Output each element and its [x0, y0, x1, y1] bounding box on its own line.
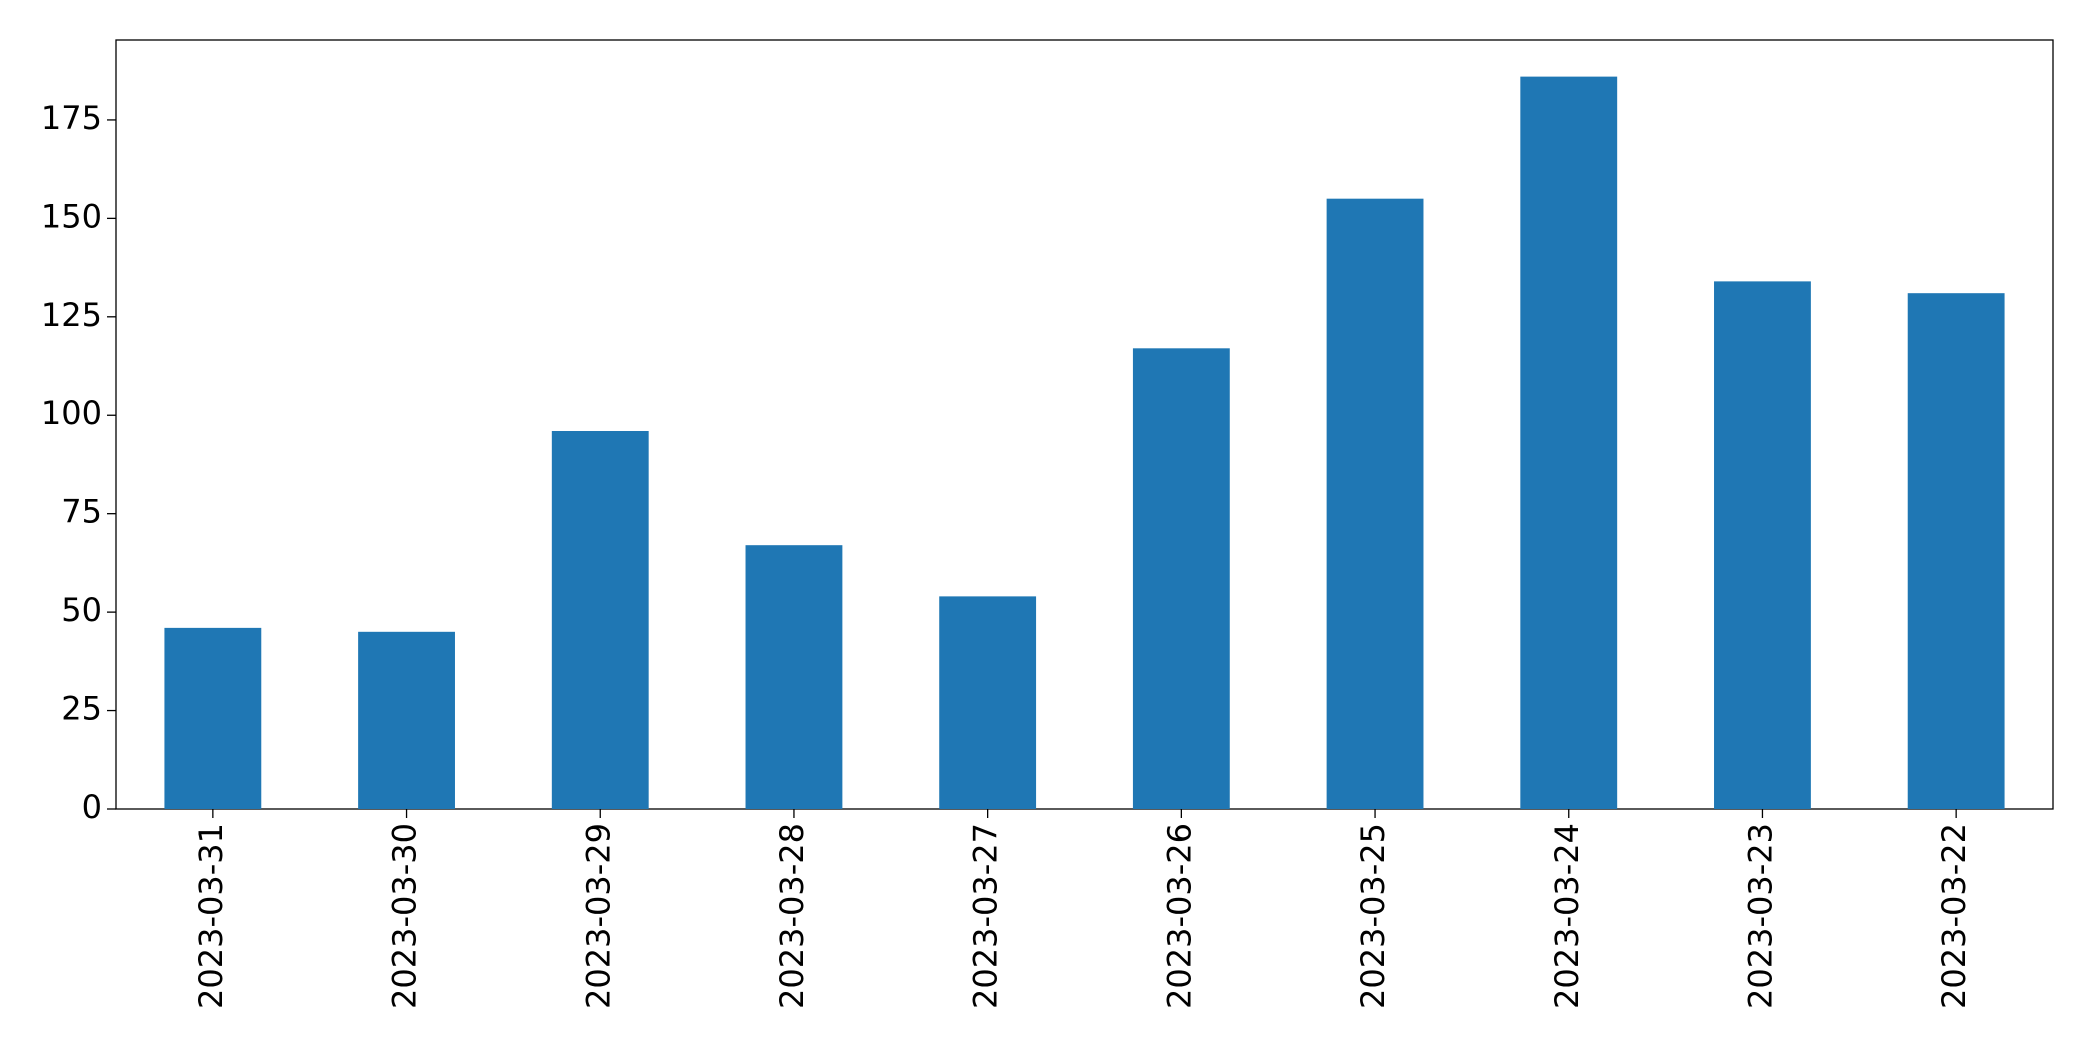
y-tick-label: 0 [82, 788, 102, 826]
plot-frame [115, 39, 2054, 810]
y-tick-label: 25 [61, 690, 102, 728]
y-tick-label: 100 [41, 394, 102, 432]
x-tick-label: 2023-03-30 [386, 823, 424, 1009]
x-tick-label: 2023-03-26 [1160, 823, 1198, 1009]
bar [551, 430, 649, 809]
bar [1907, 293, 2005, 809]
y-tick-label: 50 [61, 591, 102, 629]
bar [745, 545, 843, 809]
bar [164, 627, 262, 809]
bar [358, 631, 455, 809]
x-tick-label: 2023-03-23 [1741, 823, 1779, 1009]
x-tick-label: 2023-03-28 [773, 823, 811, 1009]
y-tick-label: 150 [41, 197, 102, 235]
bar [1132, 348, 1230, 809]
x-tick-label: 2023-03-24 [1548, 823, 1586, 1009]
bar [939, 596, 1037, 809]
bar [1520, 76, 1618, 810]
x-tick-label: 2023-03-25 [1354, 823, 1392, 1009]
bar [1326, 198, 1424, 809]
x-tick-label: 2023-03-29 [579, 823, 617, 1009]
x-tick-label: 2023-03-22 [1935, 823, 1973, 1009]
x-tick-label: 2023-03-31 [192, 823, 230, 1009]
y-tick-label: 75 [61, 493, 102, 531]
x-tick-label: 2023-03-27 [967, 823, 1005, 1009]
y-tick-label: 125 [41, 296, 102, 334]
bar [1714, 281, 1811, 809]
y-tick-label: 175 [41, 99, 102, 137]
